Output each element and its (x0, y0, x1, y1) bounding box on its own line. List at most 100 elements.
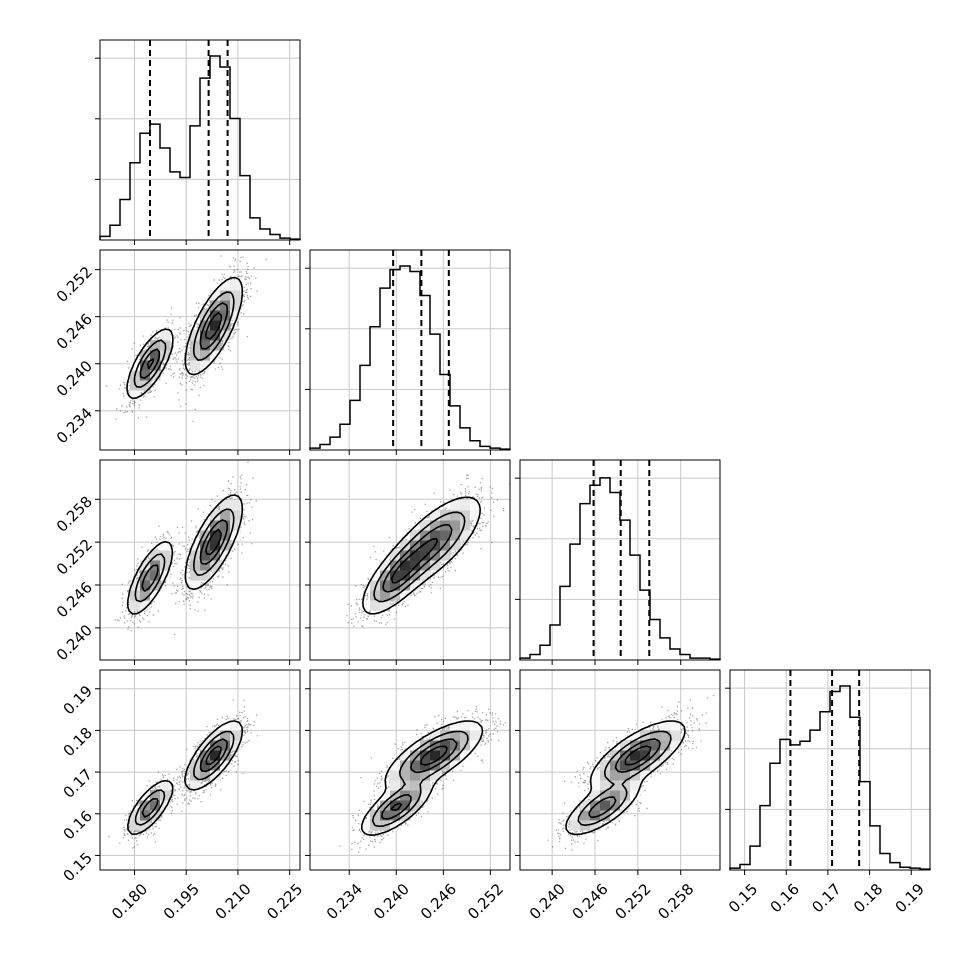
contour-line (361, 720, 484, 836)
density-cell (470, 740, 481, 751)
density-cell (390, 790, 401, 801)
density-cell (160, 790, 171, 801)
density-cell (210, 300, 221, 311)
contour-line (147, 312, 223, 370)
density-cell (460, 500, 471, 511)
density-cell (610, 800, 621, 811)
density-cell (590, 820, 601, 831)
histogram-step (309, 265, 511, 450)
density-cell (400, 580, 411, 591)
density-cell (230, 530, 241, 541)
x-tick-label: 0.180 (108, 880, 151, 923)
density-cell (420, 780, 431, 791)
density-cell (440, 750, 451, 761)
density-cell (210, 750, 221, 761)
contour-line (390, 745, 448, 811)
density-cell (600, 810, 611, 821)
density-cell (400, 750, 411, 761)
density-cell (420, 540, 431, 551)
density-cell (670, 730, 681, 741)
panel-content (339, 705, 506, 853)
density-cell (410, 550, 421, 561)
density-cell (190, 350, 201, 361)
density-cell (450, 720, 461, 731)
density-cell (190, 780, 201, 791)
density-cell (430, 750, 441, 761)
contour-line (134, 508, 235, 603)
density-cell (400, 800, 411, 811)
density-cell (130, 600, 141, 611)
density-cell (390, 580, 401, 591)
axes-frame (519, 669, 721, 871)
density-cell (190, 340, 201, 351)
density-cell (220, 510, 231, 521)
density-cell (150, 370, 161, 381)
density-cell (640, 770, 651, 781)
density-cell (630, 790, 641, 801)
density-cell (400, 590, 411, 601)
density-cell (360, 820, 371, 831)
density-cell (670, 720, 681, 731)
scatter-panel-2-1 (305, 459, 511, 665)
y-tick-label: 0.246 (53, 578, 96, 621)
density-cell (660, 730, 671, 741)
histogram-panel-0 (95, 39, 301, 245)
axes-frame (99, 459, 301, 661)
density-cell (400, 780, 411, 791)
axes-frame (309, 249, 511, 451)
density-cell (380, 600, 391, 611)
contour-line (141, 738, 228, 818)
density-cell (420, 790, 431, 801)
contour-line (373, 511, 466, 603)
density-cell (140, 580, 151, 591)
axes-frame (309, 459, 511, 661)
histogram-step (729, 685, 931, 870)
density-cell (210, 770, 221, 781)
density-cell (450, 730, 461, 741)
density-cell (130, 580, 141, 591)
density-cell (450, 520, 461, 531)
density-cell (390, 760, 401, 771)
contour-line (205, 745, 222, 766)
density-cell (140, 790, 151, 801)
contour-line (133, 291, 235, 388)
density-cell (140, 820, 151, 831)
density-cell (150, 340, 161, 351)
density-cell (470, 720, 481, 731)
x-tick-label: 0.18 (850, 880, 886, 916)
contour-line (382, 524, 453, 593)
density-cell (150, 580, 161, 591)
y-tick-label: 0.246 (53, 310, 96, 353)
scatter-panel-3-2 (515, 669, 721, 875)
histogram-step (99, 55, 301, 240)
density-cell (190, 540, 201, 551)
density-cell (450, 740, 461, 751)
density-cell (580, 800, 591, 811)
density-cell (420, 520, 431, 531)
density-cell (210, 730, 221, 741)
density-cell (160, 540, 171, 551)
density-cell (630, 750, 641, 761)
density-cell (430, 560, 441, 571)
density-cell (200, 520, 211, 531)
density-cell (220, 740, 231, 751)
density-cell (160, 570, 171, 581)
density-cell (190, 330, 201, 341)
density-cell (430, 760, 441, 771)
panel-content (114, 461, 257, 636)
density-cell (230, 290, 241, 301)
y-tick-label: 0.258 (53, 493, 96, 536)
density-cell (610, 770, 621, 781)
axes-frame (99, 249, 301, 451)
scatter-points (114, 461, 257, 636)
density-cell (200, 340, 211, 351)
density-cell (140, 350, 151, 361)
density-cell (410, 580, 421, 591)
density-cell (390, 550, 401, 561)
density-cell (190, 560, 201, 571)
density-cell (620, 800, 631, 811)
density-cell (430, 530, 441, 541)
density-cell (220, 280, 231, 291)
density-cell (380, 570, 391, 581)
